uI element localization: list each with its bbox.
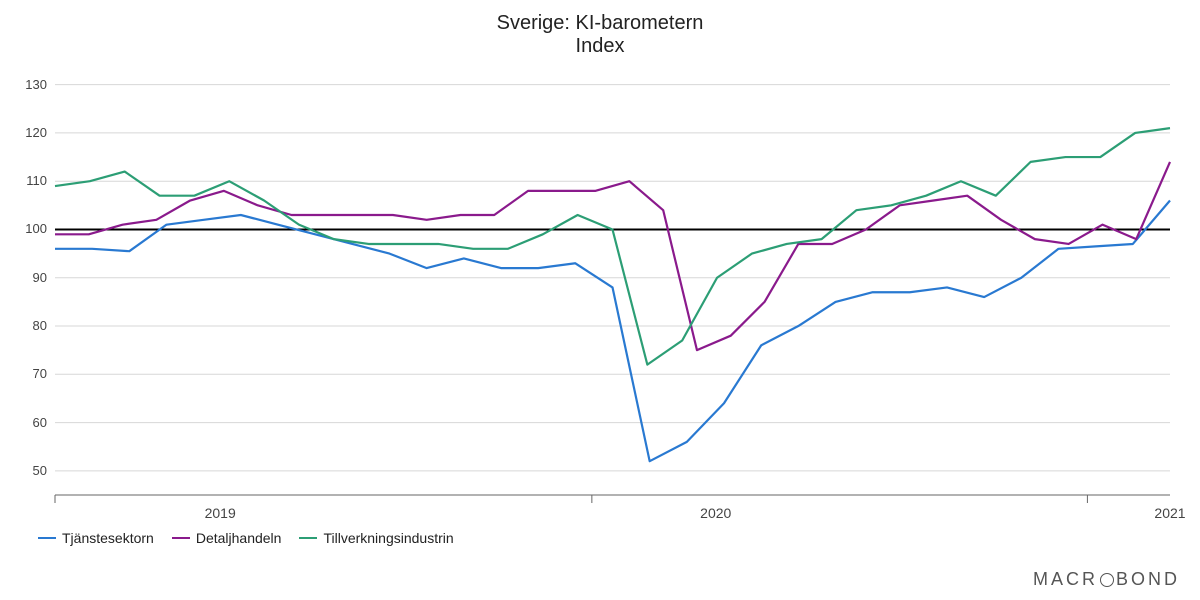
brand-logo: MACR BOND (1033, 569, 1180, 590)
y-tick-label: 100 (7, 221, 47, 236)
legend-item: Tjänstesektorn (38, 530, 154, 546)
chart-container: Sverige: KI-barometern Index 50607080901… (0, 0, 1200, 600)
y-tick-label: 120 (7, 125, 47, 140)
legend-swatch (38, 537, 56, 540)
brand-o-icon (1100, 573, 1114, 587)
y-tick-label: 90 (7, 270, 47, 285)
brand-text-after: BOND (1116, 569, 1180, 590)
legend-swatch (299, 537, 317, 540)
x-tick-label: 2019 (205, 505, 236, 521)
y-tick-label: 50 (7, 463, 47, 478)
x-tick-label: 2021 (1154, 505, 1185, 521)
legend-label: Tjänstesektorn (62, 530, 154, 546)
legend-item: Tillverkningsindustrin (299, 530, 453, 546)
legend-label: Detaljhandeln (196, 530, 282, 546)
y-tick-label: 110 (7, 173, 47, 188)
brand-text-before: MACR (1033, 569, 1098, 590)
legend-label: Tillverkningsindustrin (323, 530, 453, 546)
x-tick-label: 2020 (700, 505, 731, 521)
legend: Tjänstesektorn Detaljhandeln Tillverknings… (38, 530, 454, 546)
y-tick-label: 80 (7, 318, 47, 333)
legend-swatch (172, 537, 190, 540)
y-tick-label: 130 (7, 77, 47, 92)
y-tick-label: 70 (7, 366, 47, 381)
legend-item: Detaljhandeln (172, 530, 282, 546)
chart-plot (0, 0, 1200, 600)
y-tick-label: 60 (7, 415, 47, 430)
